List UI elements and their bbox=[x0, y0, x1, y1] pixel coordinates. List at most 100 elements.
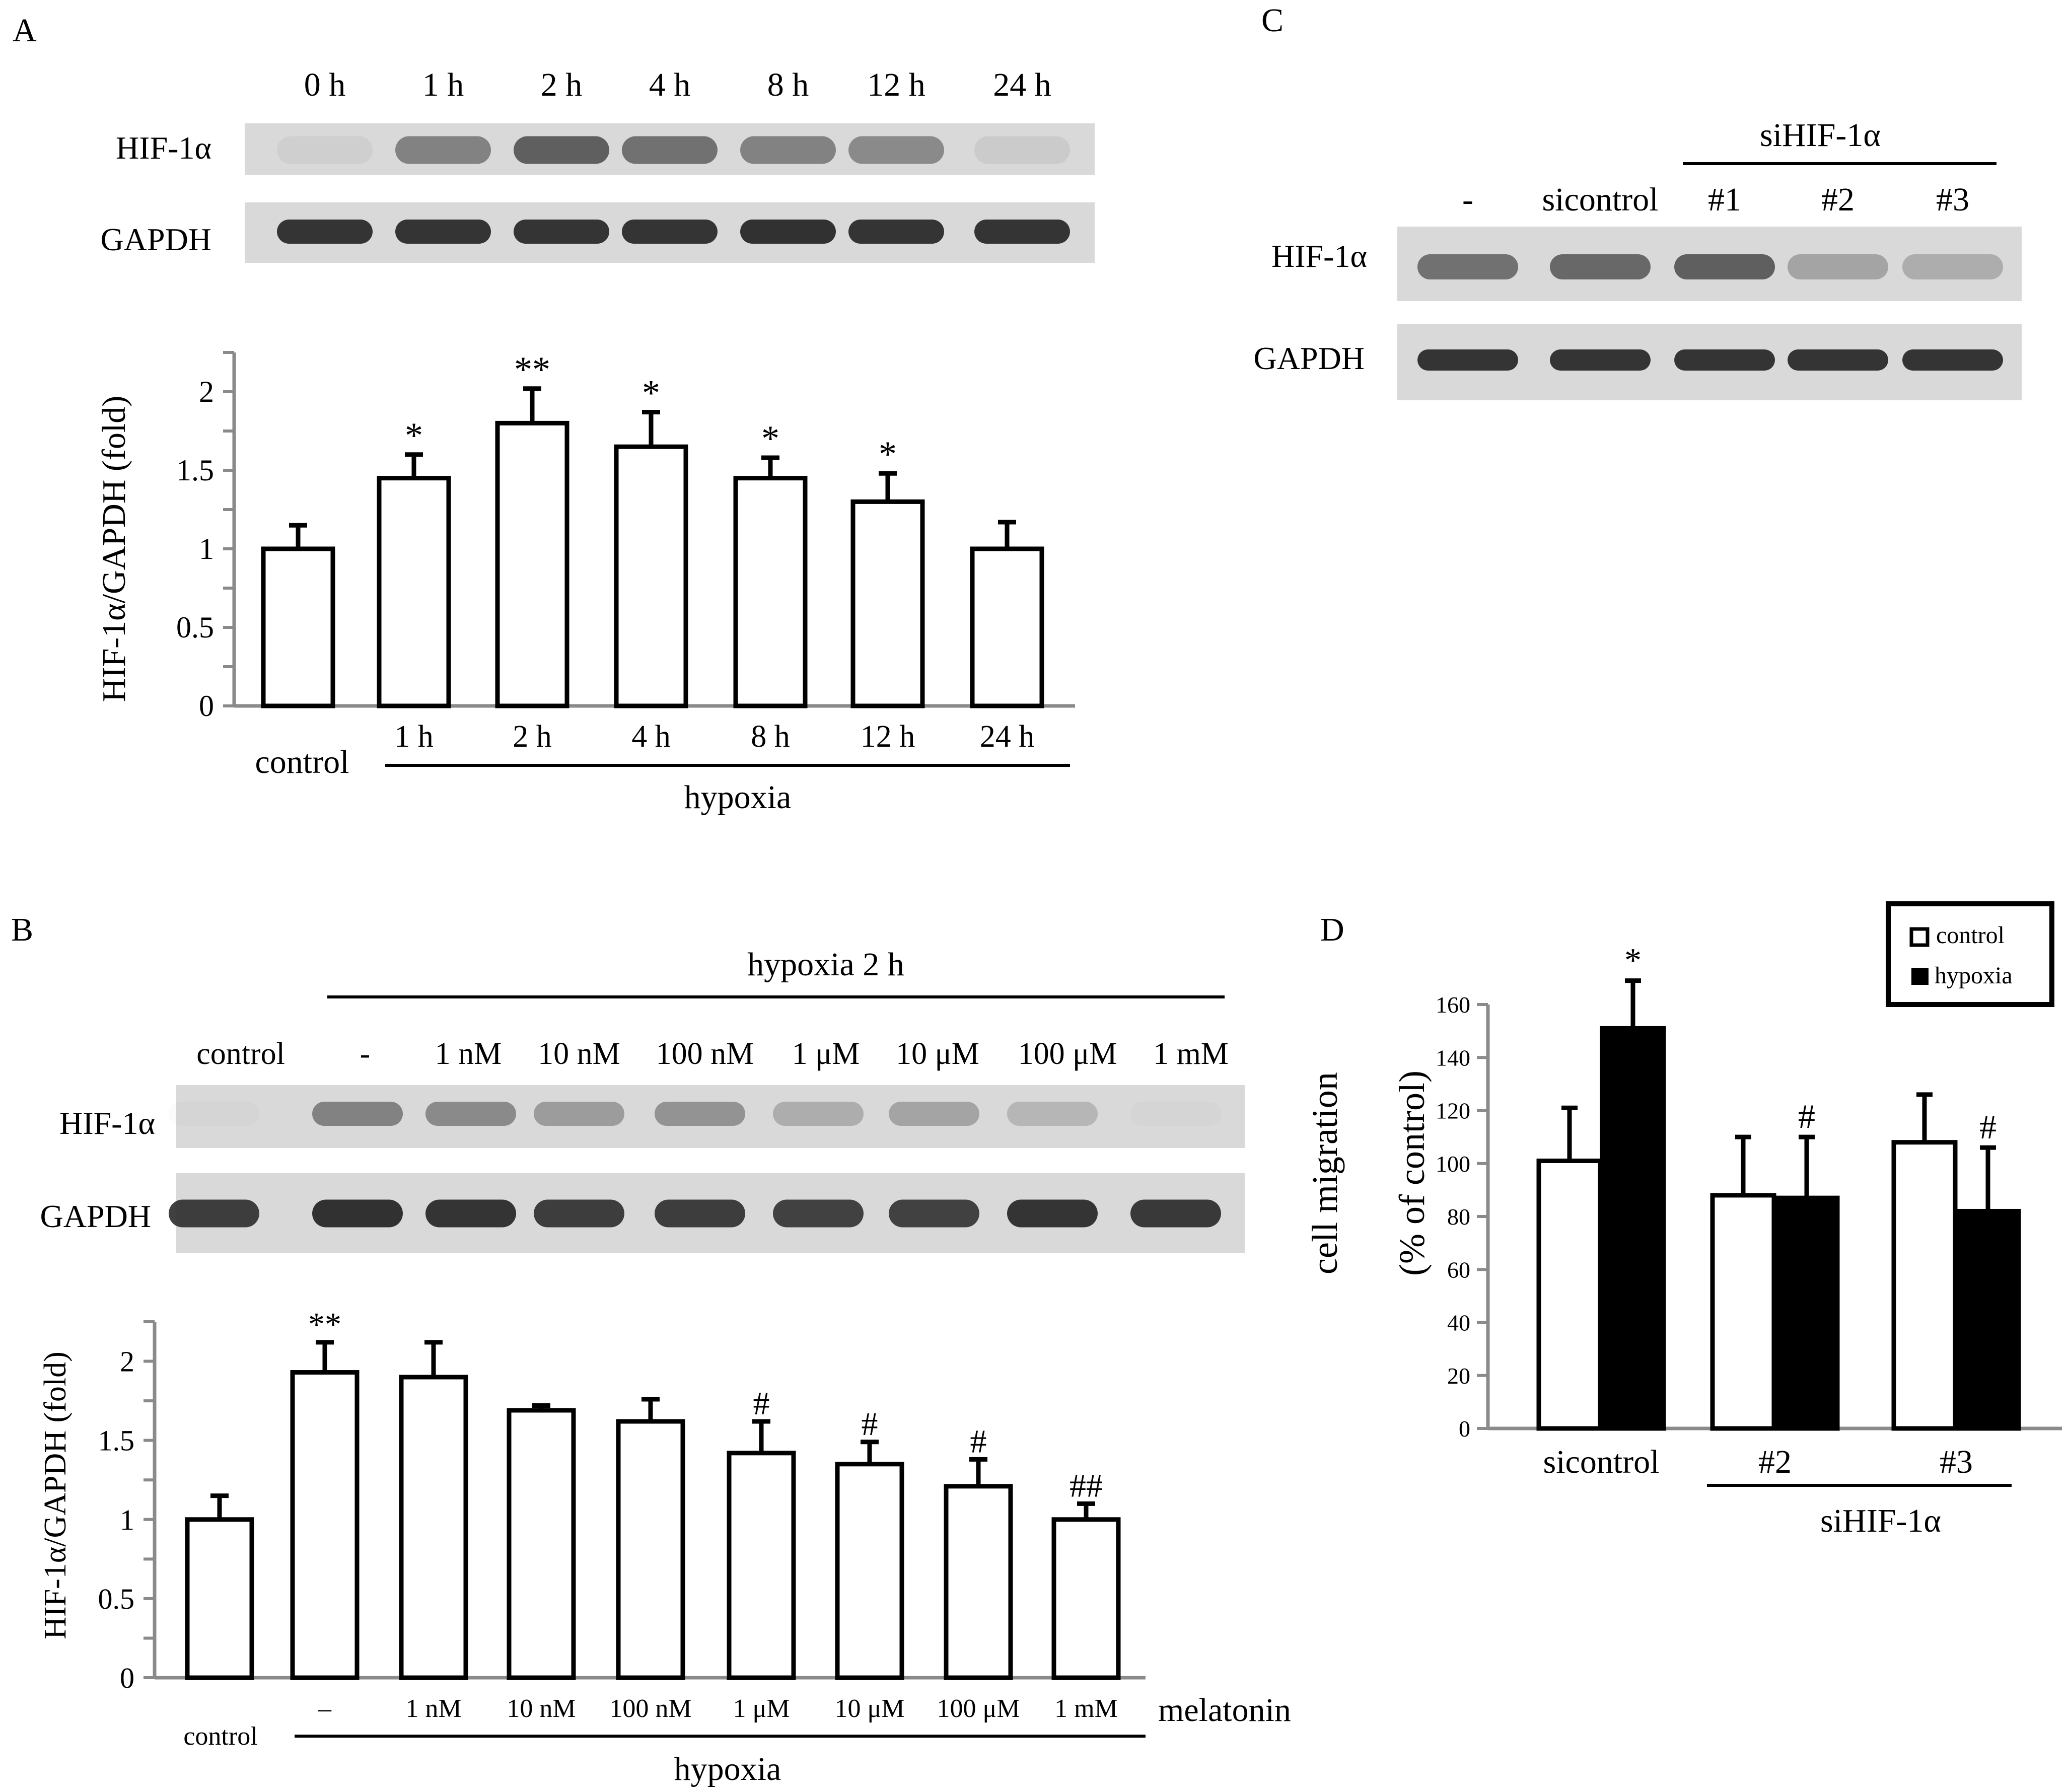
bar bbox=[507, 1408, 576, 1680]
significance-mark: # bbox=[1798, 1097, 1815, 1135]
panel-c-lane-label: - bbox=[1462, 181, 1473, 218]
blot-band bbox=[889, 1199, 979, 1228]
bar bbox=[727, 1451, 796, 1680]
bar bbox=[970, 546, 1044, 708]
panel-b-lane-label: control bbox=[196, 1037, 285, 1071]
panel-b-lane-label: 1 nM bbox=[435, 1037, 502, 1071]
blot-band bbox=[534, 1102, 624, 1126]
y-tick-label: 100 bbox=[1436, 1151, 1470, 1177]
blot-band bbox=[1550, 349, 1651, 371]
x-tick-label: 12 h bbox=[861, 720, 915, 754]
bar bbox=[1051, 1517, 1121, 1680]
y-tick-label: 2 bbox=[199, 375, 214, 408]
panel-d-y-axis-label: cell migration bbox=[1305, 1072, 1345, 1274]
blot-band bbox=[740, 136, 836, 164]
bar-control bbox=[1710, 1193, 1776, 1431]
y-tick-label: 0.5 bbox=[176, 611, 214, 644]
y-tick-label: 0.5 bbox=[98, 1583, 135, 1615]
blot-band bbox=[655, 1199, 745, 1228]
legend-label-hypoxia: hypoxia bbox=[1935, 962, 2013, 989]
blot-band bbox=[1417, 254, 1518, 279]
panel-d-legend: control hypoxia bbox=[1886, 901, 2054, 1007]
y-tick-label: 60 bbox=[1447, 1257, 1470, 1282]
x-tick-label: 10 μM bbox=[834, 1694, 904, 1723]
blot-band bbox=[169, 1102, 259, 1126]
significance-mark: * bbox=[761, 418, 779, 459]
y-tick-label: 20 bbox=[1447, 1363, 1470, 1389]
blot-band bbox=[1788, 349, 1888, 371]
x-tick-label: 24 h bbox=[980, 720, 1035, 754]
panel-b-lane-label: 10 μM bbox=[896, 1037, 979, 1071]
y-tick-label: 1 bbox=[120, 1503, 134, 1536]
blot-band bbox=[974, 136, 1070, 164]
blot-band bbox=[1130, 1199, 1221, 1228]
panel-c-gapdh-row-label: GAPDH bbox=[1254, 340, 1365, 376]
significance-mark: # bbox=[1979, 1108, 1996, 1146]
y-tick-label: 120 bbox=[1436, 1098, 1470, 1124]
significance-mark: * bbox=[1624, 941, 1642, 979]
panel-d-letter: D bbox=[1320, 911, 1344, 948]
blot-band bbox=[1788, 254, 1888, 279]
bar bbox=[614, 444, 688, 708]
panel-b-lane-label: - bbox=[360, 1037, 371, 1071]
panel-a-gapdh-row-label: GAPDH bbox=[101, 222, 211, 257]
panel-b-lane-label: 100 μM bbox=[1018, 1037, 1117, 1071]
blot-band bbox=[1550, 254, 1651, 279]
x-tick-label: 1 μM bbox=[733, 1694, 790, 1723]
bar bbox=[733, 476, 808, 708]
panel-a-lane-label: 2 h bbox=[541, 66, 583, 103]
bar bbox=[850, 499, 925, 708]
panel-b-hif-row-label: HIF-1α bbox=[59, 1105, 155, 1141]
y-tick-label: 0 bbox=[1459, 1416, 1470, 1442]
x-tick-label: – bbox=[318, 1694, 332, 1723]
significance-mark: # bbox=[862, 1406, 878, 1443]
legend-label-control: control bbox=[1936, 922, 2005, 949]
panel-a-lane-label: 1 h bbox=[422, 66, 464, 103]
y-tick-label: 40 bbox=[1447, 1310, 1470, 1336]
panel-c-lane-label: #3 bbox=[1936, 181, 1969, 218]
panel-c-lane-label: #2 bbox=[1821, 181, 1855, 218]
blot-band bbox=[622, 136, 718, 164]
x-tick-label: #2 bbox=[1758, 1444, 1792, 1480]
panel-b-lane-label: 10 nM bbox=[538, 1037, 620, 1071]
bar bbox=[944, 1484, 1013, 1680]
bar bbox=[261, 546, 335, 708]
panel-a-bar-chart: HIF-1α/GAPDH (fold) control hypoxia 0 0.5… bbox=[96, 349, 1075, 816]
y-tick-label: 140 bbox=[1436, 1045, 1470, 1070]
significance-mark: * bbox=[642, 373, 660, 413]
bar bbox=[616, 1419, 685, 1680]
blot-band bbox=[534, 1199, 624, 1228]
panel-c-group-label: siHIF-1α bbox=[1760, 117, 1881, 154]
blot-band bbox=[889, 1102, 979, 1126]
y-tick-label: 1.5 bbox=[176, 454, 214, 487]
blot-band bbox=[1007, 1199, 1098, 1228]
panel-a-lane-label: 24 h bbox=[993, 66, 1051, 103]
blot-band bbox=[425, 1199, 516, 1228]
blot-band bbox=[395, 136, 491, 164]
blot-band bbox=[655, 1102, 745, 1126]
blot-band bbox=[848, 220, 944, 244]
panel-c-hif-row-label: HIF-1α bbox=[1271, 238, 1367, 274]
blot-band bbox=[312, 1102, 403, 1126]
y-tick-label: 0 bbox=[120, 1662, 134, 1694]
blot-band bbox=[1674, 254, 1775, 279]
y-tick-label: 1 bbox=[199, 532, 214, 565]
blot-band bbox=[773, 1102, 864, 1126]
y-tick-label: 80 bbox=[1447, 1204, 1470, 1230]
blot-band bbox=[169, 1199, 259, 1228]
panel-b-gapdh-row-label: GAPDH bbox=[40, 1198, 151, 1234]
blot-band bbox=[514, 136, 609, 164]
x-tick-label: #3 bbox=[1940, 1444, 1973, 1480]
y-tick-label: 2 bbox=[120, 1345, 134, 1378]
blot-band bbox=[425, 1102, 516, 1126]
bar bbox=[290, 1370, 360, 1680]
panel-a-hif-row-label: HIF-1α bbox=[116, 130, 211, 166]
panel-d-y-axis-sublabel: (% of control) bbox=[1392, 1070, 1432, 1276]
blot-band bbox=[1417, 349, 1518, 371]
panel-a-lane-label: 0 h bbox=[304, 66, 346, 103]
bar bbox=[399, 1375, 468, 1680]
panel-c-lane-label: #1 bbox=[1708, 181, 1741, 218]
x-tick-label: 100 μM bbox=[937, 1694, 1020, 1723]
bar bbox=[377, 476, 451, 708]
blot-band bbox=[1902, 349, 2003, 371]
